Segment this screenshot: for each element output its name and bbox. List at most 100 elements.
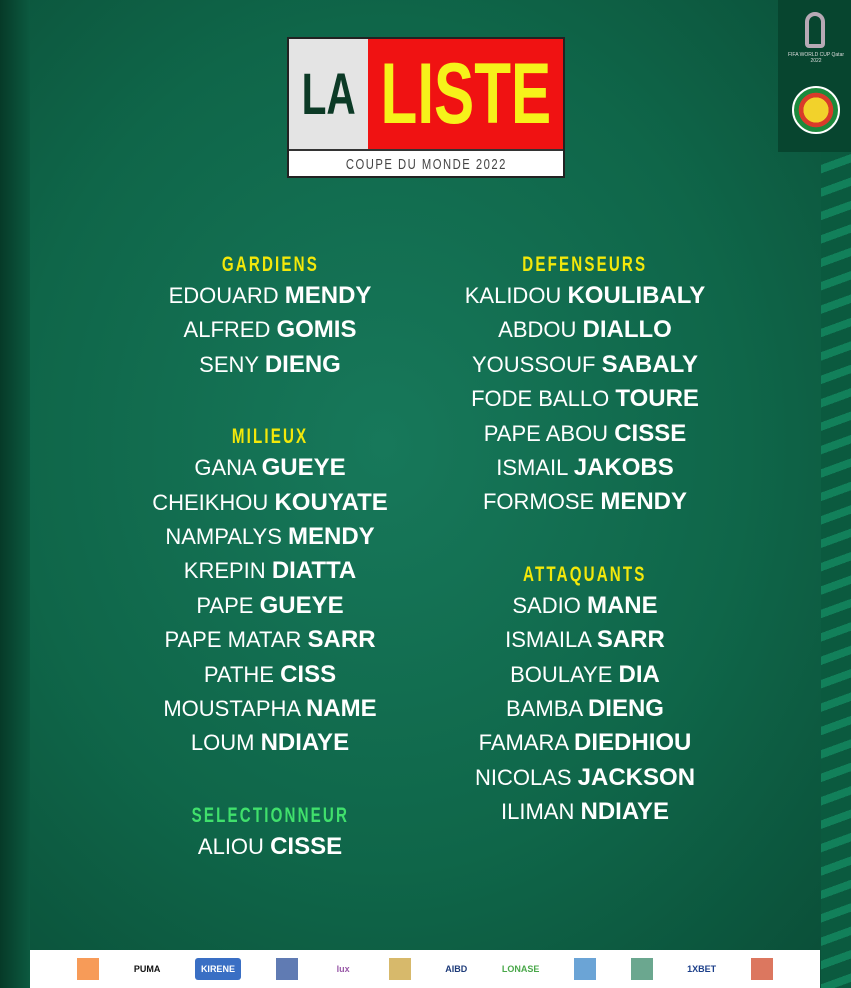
player-last-name: NDIAYE — [580, 798, 669, 826]
player-first-name: SADIO — [512, 592, 581, 618]
player-name: SADIO MANE — [420, 589, 750, 623]
player-name: PATHE CISS — [105, 658, 435, 692]
player-name: YOUSSOUF SABALY — [420, 348, 750, 382]
player-last-name: SABALY — [601, 350, 699, 378]
title-subtitle: COUPE DU MONDE 2022 — [289, 149, 563, 178]
sponsor-logo-puma: PUMA — [133, 964, 161, 974]
player-last-name: MENDY — [288, 522, 375, 550]
player-last-name: GUEYE — [261, 454, 346, 482]
player-first-name: BOULAYE — [510, 661, 613, 687]
player-last-name: CISS — [280, 660, 337, 688]
player-first-name: ALIOU — [197, 833, 264, 859]
player-name: SENY DIENG — [105, 348, 435, 382]
federation-crest-icon — [792, 86, 840, 134]
player-first-name: FORMOSE — [482, 489, 595, 515]
player-name: PAPE MATAR SARR — [105, 623, 435, 657]
player-name: NAMPALYS MENDY — [105, 520, 435, 554]
player-first-name: EDOUARD — [168, 283, 279, 308]
player-last-name: DIENG — [264, 350, 341, 378]
sponsor-logo-sponsor-5: lux — [336, 964, 350, 974]
sponsor-bar: PUMA KIRENE lux AIBD LONASE 1XBET — [30, 950, 820, 988]
player-name: ALFRED GOMIS — [105, 313, 435, 347]
player-last-name: DIALLO — [582, 316, 672, 344]
player-name: KALIDOU KOULIBALY — [420, 279, 750, 313]
player-first-name: SENY — [199, 351, 259, 377]
player-first-name: YOUSSOUF — [471, 351, 596, 377]
sponsor-logo-sponsor-10 — [630, 958, 653, 980]
player-name: LOUM NDIAYE — [105, 726, 435, 760]
player-name: FAMARA DIEDHIOU — [420, 726, 750, 760]
right-column: DEFENSEURS KALIDOU KOULIBALY ABDOU DIALLO… — [420, 250, 750, 829]
player-name: FODE BALLO TOURE — [420, 382, 750, 416]
player-first-name: FAMARA — [478, 730, 568, 756]
world-cup-trophy-icon — [805, 12, 825, 48]
player-first-name: LOUM — [190, 730, 255, 756]
sponsor-logo-kirene: KIRENE — [194, 958, 241, 980]
player-name: MOUSTAPHA NAME — [105, 692, 435, 726]
left-column: GARDIENS EDOUARD MENDY ALFRED GOMIS SENY D… — [105, 250, 435, 864]
player-last-name: SARR — [596, 626, 665, 654]
title-liste: LISTE — [368, 39, 563, 149]
player-name: BAMBA DIENG — [420, 692, 750, 726]
player-last-name: JACKSON — [577, 763, 696, 791]
sponsor-logo-sponsor-4 — [275, 958, 298, 980]
player-last-name: JAKOBS — [573, 453, 674, 481]
sponsor-logo-aibd: AIBD — [445, 964, 468, 974]
player-name: NICOLAS JACKSON — [420, 761, 750, 795]
player-last-name: SARR — [307, 626, 376, 654]
section-header-attaquants: ATTAQUANTS — [523, 562, 647, 586]
player-name: ILIMAN NDIAYE — [420, 795, 750, 829]
player-first-name: ILIMAN — [501, 799, 575, 825]
section-header-milieux: MILIEUX — [231, 425, 309, 449]
player-first-name: PAPE — [196, 592, 254, 618]
player-last-name: GUEYE — [259, 591, 344, 619]
player-name: BOULAYE DIA — [420, 658, 750, 692]
player-name: ISMAIL JAKOBS — [420, 451, 750, 485]
player-first-name: CHEIKHOU — [152, 489, 269, 515]
player-first-name: KALIDOU — [464, 283, 562, 308]
player-last-name: TOURE — [615, 385, 699, 413]
player-name: GANA GUEYE — [105, 451, 435, 485]
player-last-name: DIATTA — [271, 557, 357, 585]
sponsor-logo-orange — [77, 958, 100, 980]
section-header-selectionneur: SELECTIONNEUR — [191, 803, 349, 827]
player-last-name: KOULIBALY — [567, 282, 706, 309]
section-header-gardiens: GARDIENS — [221, 253, 319, 276]
sponsor-logo-loterie: LONASE — [501, 964, 540, 974]
player-first-name: BAMBA — [506, 695, 582, 721]
player-first-name: KREPIN — [183, 558, 266, 584]
player-first-name: ISMAILA — [505, 627, 591, 653]
title-la: LA — [289, 39, 368, 149]
player-name: KREPIN DIATTA — [105, 554, 435, 588]
player-first-name: NICOLAS — [474, 764, 572, 790]
player-name: PAPE ABOU CISSE — [420, 417, 750, 451]
sponsor-logo-sponsor-6 — [388, 958, 411, 980]
section-header-defenseurs: DEFENSEURS — [522, 253, 648, 276]
left-edge-decoration — [0, 0, 30, 988]
sponsor-logo-1xbet: 1XBET — [687, 964, 717, 974]
player-last-name: NAME — [305, 694, 377, 722]
player-last-name: CISSE — [614, 419, 687, 447]
player-first-name: ISMAIL — [496, 454, 568, 480]
player-last-name: NDIAYE — [260, 729, 350, 757]
player-name: CHEIKHOU KOUYATE — [105, 486, 435, 520]
world-cup-logo-text: FIFA WORLD CUP Qatar 2022 — [787, 52, 845, 64]
sponsor-logo-sponsor-9 — [573, 958, 596, 980]
player-name: PAPE GUEYE — [105, 589, 435, 623]
player-name: FORMOSE MENDY — [420, 485, 750, 519]
player-first-name: GANA — [194, 455, 256, 481]
player-first-name: MOUSTAPHA — [163, 695, 300, 721]
player-last-name: CISSE — [270, 832, 343, 860]
player-last-name: DIEDHIOU — [574, 729, 692, 757]
player-first-name: FODE BALLO — [471, 386, 610, 412]
player-last-name: MENDY — [600, 488, 688, 516]
player-first-name: PAPE ABOU — [483, 420, 609, 446]
player-name: ALIOU CISSE — [105, 830, 435, 864]
player-last-name: MENDY — [284, 282, 372, 309]
player-name: ABDOU DIALLO — [420, 313, 750, 347]
sponsor-logo-sponsor-12 — [750, 958, 773, 980]
player-last-name: KOUYATE — [274, 488, 388, 516]
player-first-name: ALFRED — [183, 317, 271, 343]
right-edge-decoration — [821, 150, 851, 988]
